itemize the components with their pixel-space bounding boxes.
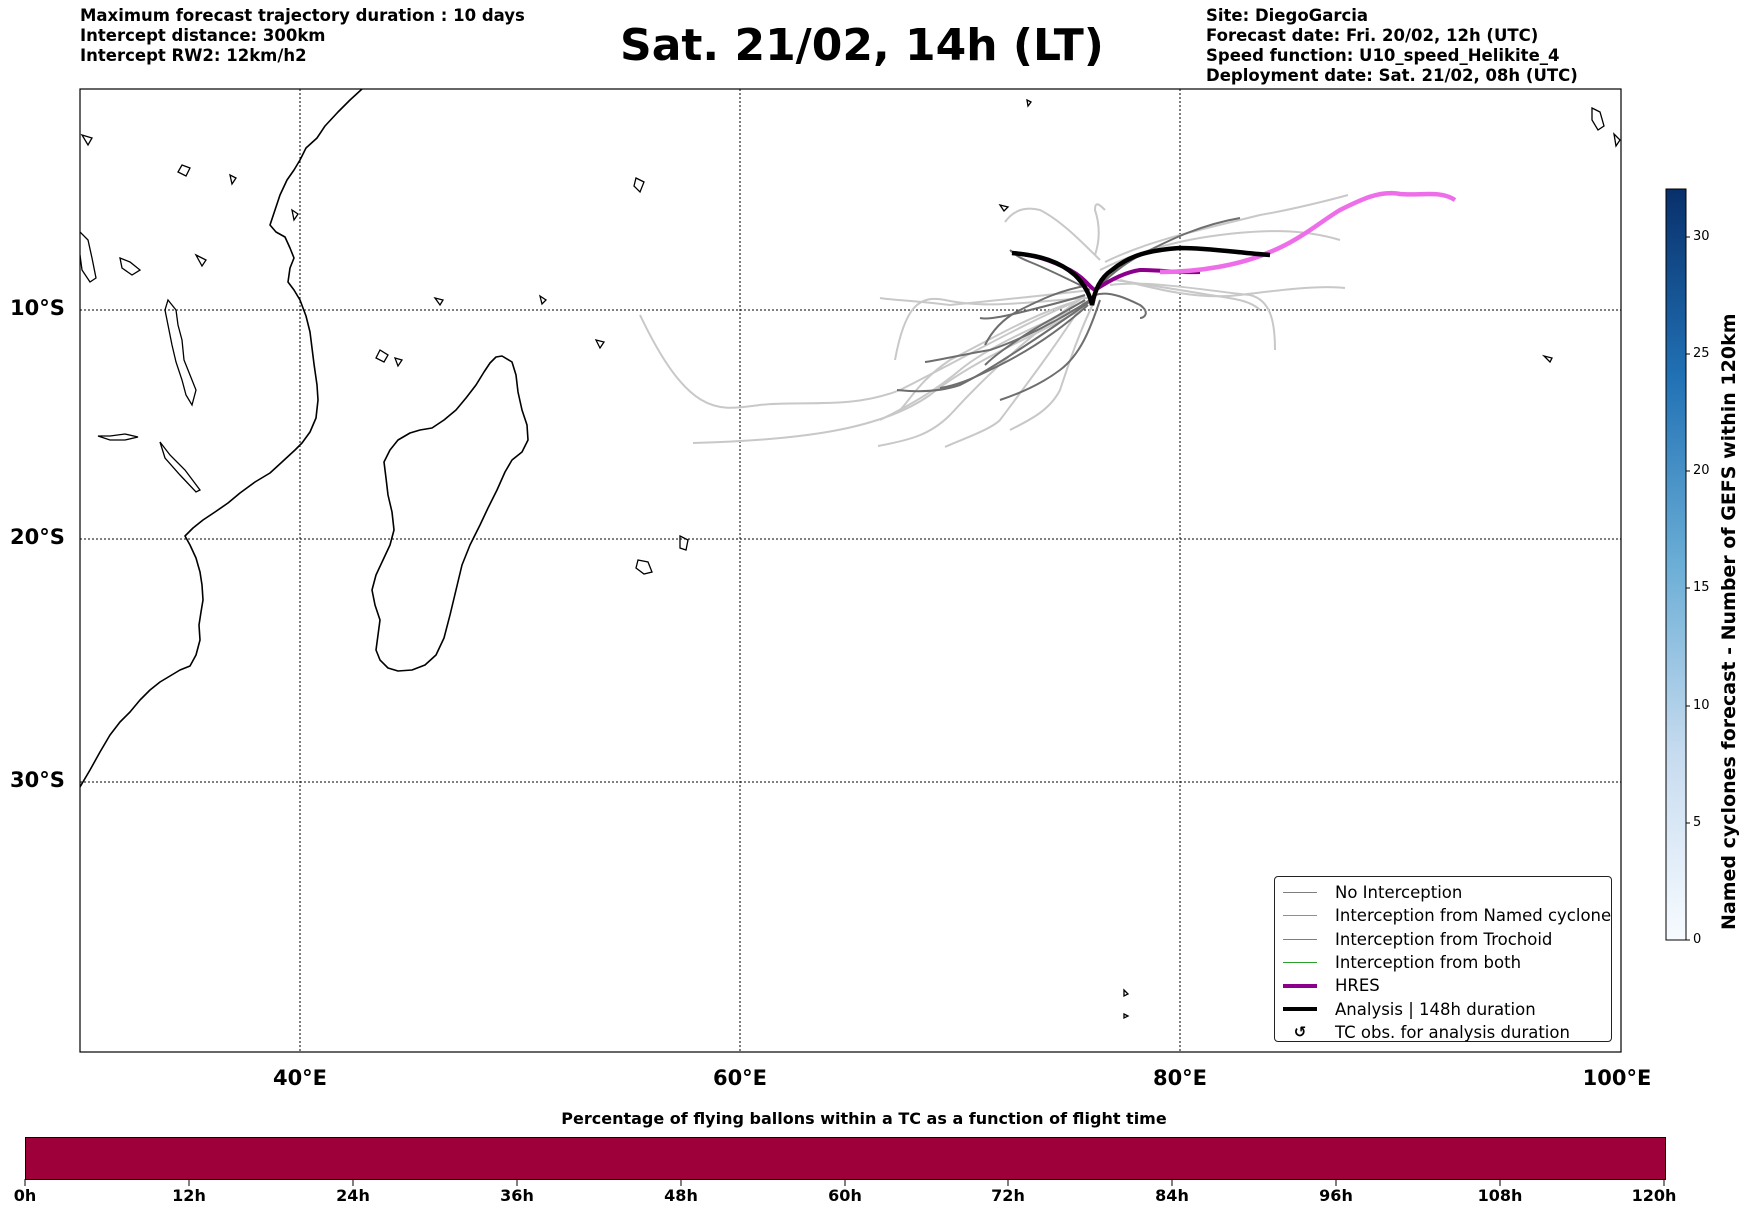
colorbar-bottom-title: Percentage of flying ballons within a TC… [561, 1109, 1167, 1128]
deployment-date-text: Deployment date: Sat. 21/02, 08h (UTC) [1206, 66, 1578, 85]
lon-label-80e: 80°E [1152, 1066, 1208, 1090]
time-tick-84h: 84h [1155, 1186, 1189, 1205]
forecast-date-text: Forecast date: Fri. 20/02, 12h (UTC) [1206, 26, 1539, 45]
analysis-track [1011, 245, 1271, 306]
header-left: Maximum forecast trajectory duration : 1… [80, 6, 525, 66]
colorbar-tick-25: 25 [1693, 346, 1710, 361]
hres-track-late [1159, 190, 1457, 275]
lon-label-60e: 60°E [712, 1066, 768, 1090]
time-tick-120h: 120h [1631, 1186, 1677, 1205]
colorbar-tick-15: 15 [1693, 580, 1710, 595]
header-right: Site: DiegoGarcia Forecast date: Fri. 20… [1206, 6, 1578, 86]
legend-item-both: Interception from both [1283, 951, 1603, 974]
legend-item-named-cyclone: Interception from Named cyclone [1283, 904, 1611, 927]
time-tick-36h: 36h [500, 1186, 534, 1205]
colorbar-right-ticks [1686, 236, 1690, 941]
coastline-madagascar [371, 355, 529, 672]
colorbar-tick-10: 10 [1693, 698, 1710, 713]
lon-label-40e: 40°E [272, 1066, 328, 1090]
intercept-distance-text: Intercept distance: 300km [80, 26, 326, 45]
islands [80, 98, 1621, 1020]
coastline-africa [80, 89, 363, 788]
colorbar-tick-30: 30 [1693, 229, 1710, 244]
legend-item-hres: HRES [1283, 974, 1603, 997]
speed-function-text: Speed function: U10_speed_Helikite_4 [1206, 46, 1560, 65]
time-tick-96h: 96h [1319, 1186, 1353, 1205]
time-tick-0h: 0h [13, 1186, 37, 1205]
legend: No Interception Interception from Named … [1274, 876, 1612, 1042]
lon-label-100e: 100°E [1582, 1066, 1652, 1090]
page-title: Sat. 21/02, 14h (LT) [620, 20, 1104, 71]
colorbar-bottom-ticks [24, 1179, 1665, 1186]
time-tick-48h: 48h [664, 1186, 698, 1205]
lat-label-20s: 20°S [10, 525, 65, 549]
colorbar-tick-5: 5 [1693, 815, 1702, 830]
time-tick-72h: 72h [991, 1186, 1025, 1205]
time-tick-12h: 12h [172, 1186, 206, 1205]
max-duration-text: Maximum forecast trajectory duration : 1… [80, 6, 525, 25]
colorbar-bottom [25, 1137, 1666, 1180]
legend-item-analysis: Analysis | 148h duration [1283, 997, 1603, 1020]
time-tick-24h: 24h [336, 1186, 370, 1205]
time-tick-108h: 108h [1477, 1186, 1523, 1205]
colorbar-tick-0: 0 [1693, 932, 1702, 947]
cyclone-icon: ↺ [1293, 1023, 1307, 1042]
intercept-rw2-text: Intercept RW2: 12km/h2 [80, 46, 307, 65]
site-text: Site: DiegoGarcia [1206, 6, 1369, 25]
lat-label-10s: 10°S [10, 296, 65, 320]
legend-item-trochoid: Interception from Trochoid [1283, 928, 1603, 951]
colorbar-right-label: Named cyclones forecast - Number of GEFS… [1718, 313, 1740, 930]
colorbar-tick-20: 20 [1693, 463, 1710, 478]
colorbar-right [1665, 188, 1687, 941]
lat-label-30s: 30°S [10, 768, 65, 792]
gridlines [80, 89, 1621, 1052]
legend-item-no-interception: No Interception [1283, 881, 1603, 904]
time-tick-60h: 60h [828, 1186, 862, 1205]
legend-item-tc-obs: ↺ TC obs. for analysis duration [1293, 1022, 1570, 1042]
